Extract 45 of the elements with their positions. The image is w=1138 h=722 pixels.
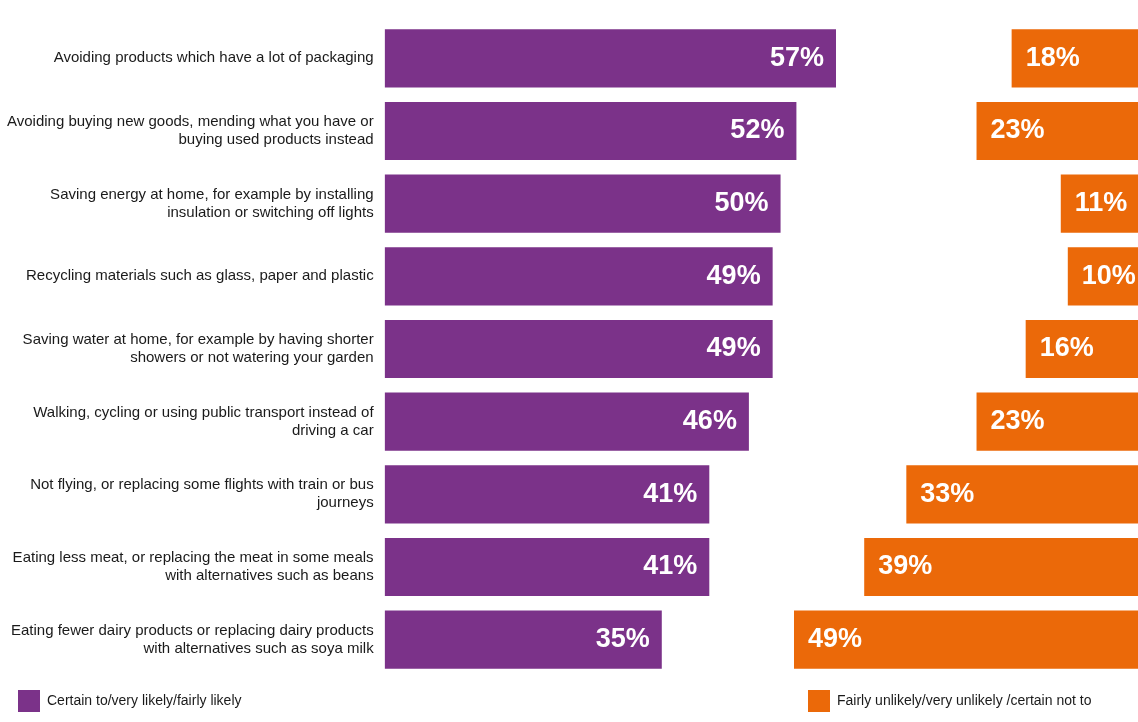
data-label: 23%: [990, 114, 1045, 145]
legend-label: Certain to/very likely/fairly likely: [47, 691, 242, 708]
y-tick-label: Not flying, or replacing some flights with train or bus journeys: [30, 475, 374, 511]
data-label: 49%: [706, 332, 761, 363]
bar: [384, 319, 773, 379]
bar: [384, 537, 710, 597]
data-label: 41%: [643, 477, 698, 508]
bar: [1011, 29, 1138, 88]
bar: [384, 465, 710, 524]
bar: [906, 465, 1138, 524]
data-label: 39%: [878, 550, 933, 581]
data-label: 49%: [706, 259, 761, 290]
bar: [384, 610, 662, 669]
y-tick-label: Recycling materials such as glass, paper and plastic: [25, 266, 375, 284]
data-label: 46%: [682, 405, 737, 436]
data-label: 35%: [595, 623, 650, 654]
data-label: 33%: [920, 477, 975, 508]
bar: [976, 392, 1138, 451]
y-tick-label: Saving water at home, for example by having shorter showers or not watering your garden: [22, 330, 374, 366]
data-label: 18%: [1025, 41, 1080, 72]
bar: [1025, 319, 1138, 379]
y-tick-label: Walking, cycling or using public transport instead of driving a car: [33, 402, 375, 438]
y-tick-label: Avoiding buying new goods, mending what you have or buying used products instead: [7, 112, 374, 148]
bar: [384, 101, 797, 161]
bar: [794, 610, 1138, 669]
y-tick-label: Saving energy at home, for example by installing insulation or switching off lights: [50, 184, 374, 220]
data-label: 23%: [990, 405, 1045, 436]
bar: [384, 247, 773, 306]
y-tick-label: Avoiding products which have a lot of packaging: [53, 48, 374, 66]
bar: [864, 537, 1138, 597]
legend-label: Fairly unlikely/very unlikely /certain not to: [837, 691, 1092, 708]
data-label: 49%: [808, 623, 863, 654]
data-label: 50%: [714, 187, 769, 218]
data-label: 41%: [643, 550, 698, 581]
bar: [384, 29, 836, 88]
bar: [384, 392, 749, 451]
data-label: 11%: [1074, 187, 1128, 218]
data-label: 52%: [730, 114, 785, 145]
y-tick-label: Eating fewer dairy products or replacing dairy products with alternatives such as soya milk: [10, 620, 375, 656]
bar: [976, 101, 1138, 161]
data-label: 57%: [769, 41, 824, 72]
bar: [384, 174, 781, 233]
data-label: 16%: [1039, 332, 1094, 363]
y-tick-label: Eating less meat, or replacing the meat in some meals with alternatives such as beans: [12, 548, 374, 584]
data-label: 10%: [1081, 259, 1136, 290]
